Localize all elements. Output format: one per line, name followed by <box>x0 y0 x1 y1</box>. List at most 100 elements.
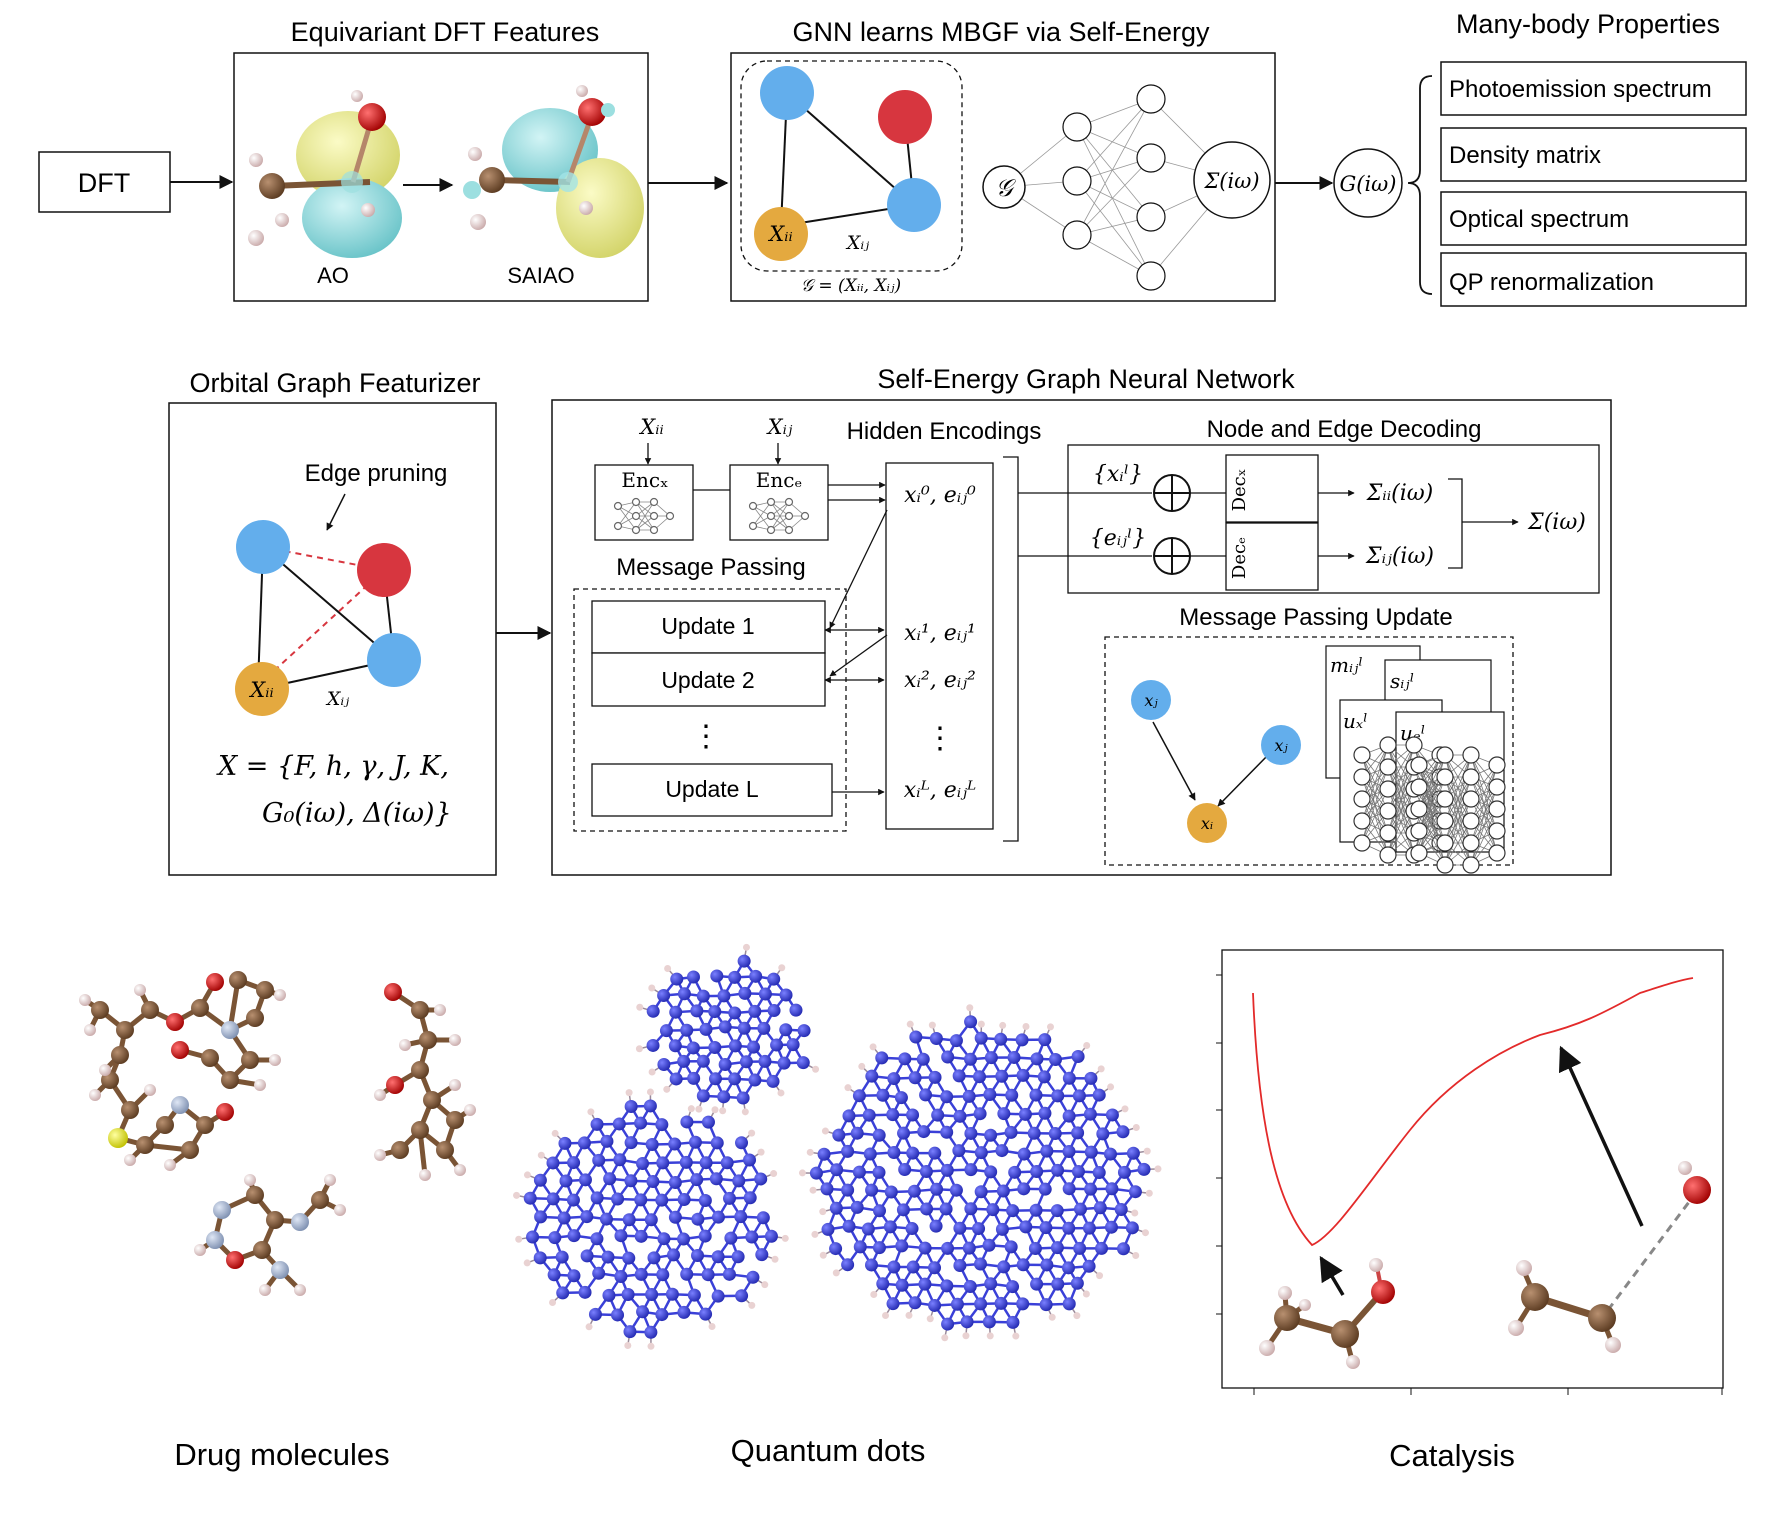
qd-atom <box>701 1115 715 1129</box>
qd-atom <box>1104 1220 1118 1234</box>
qd-atom <box>555 1250 569 1264</box>
qd-hydrogen <box>1132 1251 1140 1259</box>
qd-atom <box>852 1165 866 1179</box>
qd-hydrogen <box>687 1105 695 1113</box>
qd-atom <box>1030 1277 1044 1291</box>
qd-atom <box>887 1145 901 1159</box>
qd-atom <box>668 1039 682 1053</box>
qd-atom <box>614 1270 628 1284</box>
update-2-box[interactable] <box>591 652 826 707</box>
carbon-atom <box>253 1241 271 1259</box>
qd-atom <box>657 988 671 1002</box>
mp-node-xj-2 <box>1261 725 1301 765</box>
qd-atom <box>708 1040 722 1054</box>
qd-atom <box>599 1212 613 1226</box>
hydrogen-atom <box>144 1084 156 1096</box>
qd-atom <box>994 1032 1008 1046</box>
sigma-ii-label: Σᵢᵢ(iω) <box>1366 481 1434 506</box>
net-neuron <box>1436 768 1454 786</box>
qd-atom <box>820 1182 834 1196</box>
qd-atom <box>643 1099 657 1113</box>
update-L-box[interactable] <box>591 763 833 817</box>
qd-atom <box>918 1241 932 1255</box>
net-connection <box>1076 157 1152 236</box>
hidden-title: Hidden Encodings <box>847 418 1042 445</box>
qd-atom <box>906 1260 920 1274</box>
qd-hydrogen <box>646 1088 654 1096</box>
qd-atom <box>796 1056 810 1070</box>
mp-xi-label: xᵢ <box>1201 814 1213 833</box>
qd-atom <box>624 1174 638 1188</box>
qd-atom <box>711 1250 725 1264</box>
qd-hydrogen <box>742 943 750 951</box>
oxygen-atom <box>386 1076 404 1094</box>
mp-edge-1 <box>1152 721 1196 801</box>
net-connection <box>1076 98 1152 236</box>
carbon-atom <box>116 1021 134 1039</box>
carbon-atom <box>266 1211 284 1229</box>
qd-atom <box>590 1117 604 1131</box>
qd-hydrogen <box>798 1169 806 1177</box>
qd-atom <box>710 1136 724 1150</box>
features-title: Equivariant DFT Features <box>291 17 600 47</box>
qd-atom <box>688 1135 702 1149</box>
qd-atom <box>918 1277 932 1291</box>
qd-atom <box>1126 1146 1140 1160</box>
qd-atom <box>940 1163 954 1177</box>
qd-atom <box>1105 1182 1119 1196</box>
net-neuron <box>631 525 641 535</box>
qd-atom <box>677 1054 691 1068</box>
feat-node-red <box>357 543 411 597</box>
qd-atom <box>728 1039 742 1053</box>
qd-hydrogen <box>1154 1165 1162 1173</box>
qd-atom <box>709 1172 723 1186</box>
qd-hydrogen <box>882 1311 890 1319</box>
qd-atom <box>963 1279 977 1293</box>
qd-atom <box>708 1072 722 1086</box>
energy-curve <box>1252 977 1694 1247</box>
update-1-box[interactable] <box>591 600 826 654</box>
net-neuron <box>649 497 659 507</box>
net-neuron <box>1379 736 1397 754</box>
carbon-atom <box>256 981 274 999</box>
net-connection <box>1418 754 1446 832</box>
qd-atom <box>669 1072 683 1086</box>
decoding-box <box>1067 444 1600 594</box>
qd-atom <box>1048 1053 1062 1067</box>
hidden-row-0: xᵢ⁰, eᵢⱼ⁰ <box>904 483 976 508</box>
properties-list: Photoemission spectrum Density matrix Op… <box>1440 61 1747 307</box>
qd-atom <box>929 1219 943 1233</box>
hydrogen-atom <box>244 1174 256 1186</box>
minimum-arrow <box>1319 1255 1345 1296</box>
qd-hydrogen <box>1131 1209 1139 1217</box>
net-neuron <box>1353 768 1371 786</box>
qd-atom <box>817 1147 831 1161</box>
qd-hydrogen <box>647 1342 655 1350</box>
feat-node-blue-2 <box>367 633 421 687</box>
qd-hydrogen <box>1082 1290 1090 1298</box>
qd-atom <box>842 1219 856 1233</box>
qd-atom <box>601 1250 615 1264</box>
qd-atom <box>1028 1242 1042 1256</box>
property-qp: QP renormalization <box>1449 269 1654 296</box>
qd-atom <box>757 1021 771 1035</box>
qd-atom <box>841 1183 855 1197</box>
qd-atom <box>952 1069 966 1083</box>
qd-atom <box>612 1117 626 1131</box>
qd-atom <box>677 1232 691 1246</box>
qd-atom <box>829 1201 843 1215</box>
qd-atom <box>696 1089 710 1103</box>
carbon-atom <box>121 1101 139 1119</box>
qd-atom <box>677 987 691 1001</box>
net-neuron <box>649 511 659 521</box>
qd-atom <box>973 1070 987 1084</box>
qd-hydrogen <box>1012 1332 1020 1340</box>
qd-atom <box>1082 1259 1096 1273</box>
message-passing-title: Message Passing <box>616 554 805 581</box>
property-box-optical <box>1440 191 1747 246</box>
qd-hydrogen <box>819 1208 827 1216</box>
update-2-label: Update 2 <box>661 667 754 693</box>
qd-atom <box>644 1325 658 1339</box>
qd-atom <box>588 1307 602 1321</box>
qd-atom <box>1062 1182 1076 1196</box>
